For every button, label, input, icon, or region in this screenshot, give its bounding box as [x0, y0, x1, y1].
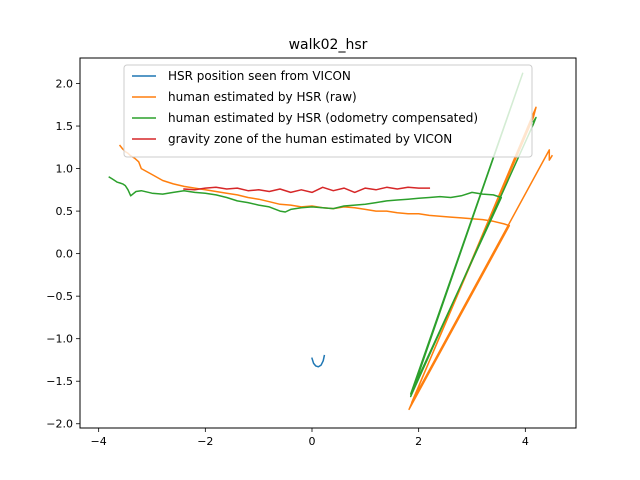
y-tick-label: 0.0 [56, 248, 74, 261]
x-tick-label: 4 [522, 435, 529, 448]
y-tick-label: −2.0 [46, 418, 73, 431]
legend-label-2: human estimated by HSR (raw) [168, 90, 357, 104]
x-tick-label: 0 [309, 435, 316, 448]
series-line-3 [108, 72, 537, 398]
x-tick-label: −4 [91, 435, 107, 448]
y-tick-label: 2.0 [56, 78, 74, 91]
plot-area [108, 72, 554, 411]
legend-label-4: gravity zone of the human estimated by V… [168, 132, 452, 146]
y-tick-label: −0.5 [46, 290, 73, 303]
axis-ticks: −4 −2 0 2 4 −2.0 −1.5 −1.0 −0.5 0.0 0.5 1.0 1.5 2.0 [46, 78, 529, 448]
y-tick-label: −1.5 [46, 375, 73, 388]
series-line-1 [311, 354, 326, 368]
x-tick-label: 2 [415, 435, 422, 448]
y-tick-label: 1.5 [56, 120, 74, 133]
legend-box [123, 64, 533, 158]
axes-frame [79, 57, 577, 429]
y-tick-label: 1.0 [56, 163, 74, 176]
y-tick-label: −1.0 [46, 333, 73, 346]
legend: HSR position seen from VICON human estima… [123, 64, 533, 158]
legend-label-3: human estimated by HSR (odometry compens… [168, 111, 478, 125]
legend-label-1: HSR position seen from VICON [168, 69, 351, 83]
x-tick-label: −2 [197, 435, 213, 448]
series-line-4 [183, 186, 431, 194]
chart-title: walk02_hsr [289, 37, 368, 53]
y-tick-label: 0.5 [56, 205, 74, 218]
